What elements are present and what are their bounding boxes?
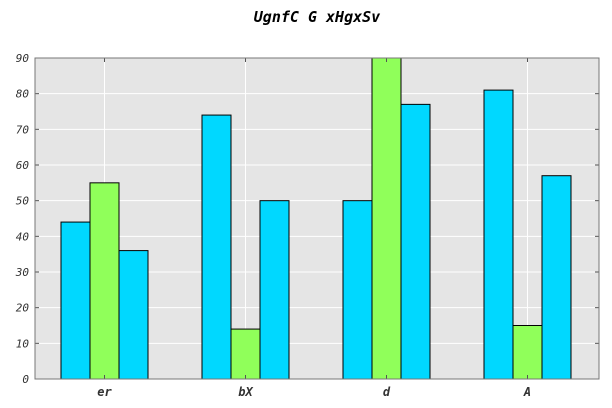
bar (541, 175, 572, 380)
bar (342, 200, 373, 380)
bar (512, 325, 543, 380)
y-tick-label: 50 (16, 195, 30, 208)
bar (118, 250, 149, 380)
bar (259, 200, 290, 380)
bar (371, 57, 402, 380)
y-tick-label: 60 (16, 159, 30, 172)
y-tick-label: 30 (15, 266, 30, 279)
x-tick-label: er (97, 385, 112, 399)
y-tick-label: 40 (16, 230, 30, 243)
x-tick-label: bX (238, 385, 253, 399)
y-tick-label: 0 (22, 373, 29, 386)
y-tick-label: 90 (16, 52, 30, 65)
bar (400, 103, 431, 380)
bar (60, 221, 91, 380)
chart-title: UgnfC G xHgxSv (254, 8, 381, 26)
bar (201, 114, 232, 380)
axes: 0 10 20 30 40 50 60 70 80 90 er bX d A (15, 52, 600, 399)
x-tick-label: A (523, 385, 531, 399)
x-tick-label: d (383, 385, 391, 399)
bar (230, 328, 261, 380)
y-tick-label: 20 (16, 302, 30, 315)
y-tick-label: 80 (16, 88, 30, 101)
y-tick-label: 10 (16, 337, 30, 350)
bar (483, 89, 514, 380)
plot-frame (34, 57, 600, 380)
bars-group (60, 57, 572, 380)
bar (89, 182, 120, 380)
y-tick-label: 70 (16, 123, 30, 136)
